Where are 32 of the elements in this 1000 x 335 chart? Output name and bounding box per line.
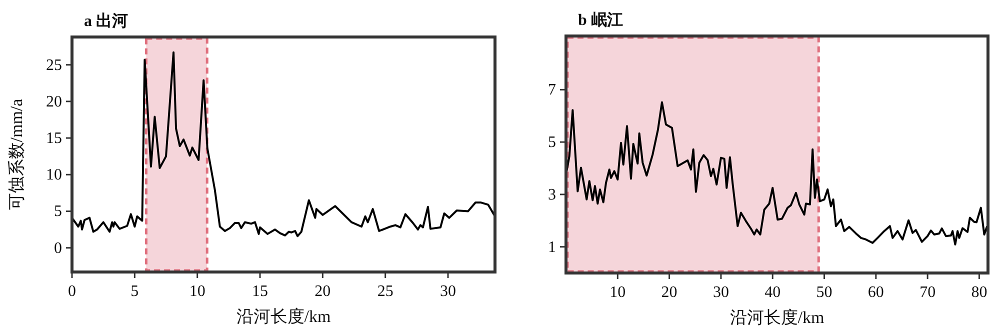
y-tick-label: 10 <box>46 166 62 184</box>
x-tick-label: 30 <box>440 283 456 300</box>
y-tick-label: 5 <box>548 134 556 152</box>
y-tick-label: 5 <box>54 203 62 220</box>
x-tick-label: 80 <box>971 284 988 301</box>
y-tick-label: 3 <box>548 186 556 204</box>
line-series <box>566 101 988 246</box>
x-tick-label: 25 <box>377 283 394 300</box>
x-tick-label: 15 <box>252 283 268 300</box>
y-tick-label: 7 <box>548 82 556 99</box>
x-tick-label: 0 <box>68 283 76 300</box>
chart-title: b 岷江 <box>578 11 623 29</box>
x-tick-label: 10 <box>610 284 626 301</box>
x-tick-label: 10 <box>189 283 206 300</box>
y-tick-label: 15 <box>46 130 62 148</box>
x-tick-label: 5 <box>130 283 139 300</box>
y-tick-label: 1 <box>548 238 556 256</box>
x-tick-label: 50 <box>816 284 832 301</box>
y-axis-title: 可蚀系数/mm/a <box>7 98 26 210</box>
x-tick-label: 60 <box>868 284 884 301</box>
x-tick-label: 70 <box>920 284 936 301</box>
x-tick-label: 20 <box>314 283 331 300</box>
x-tick-label: 30 <box>712 284 729 301</box>
x-axis-title: 沿河长度/km <box>236 307 331 326</box>
y-tick-label: 0 <box>54 240 62 257</box>
line-series <box>72 51 495 238</box>
x-tick-label: 20 <box>661 284 678 301</box>
y-tick-label: 20 <box>46 93 62 110</box>
y-tick-label: 25 <box>46 56 62 74</box>
chart-title: a 出河 <box>84 12 128 30</box>
x-axis-title: 沿河长度/km <box>730 308 824 327</box>
x-tick-label: 40 <box>764 284 781 301</box>
